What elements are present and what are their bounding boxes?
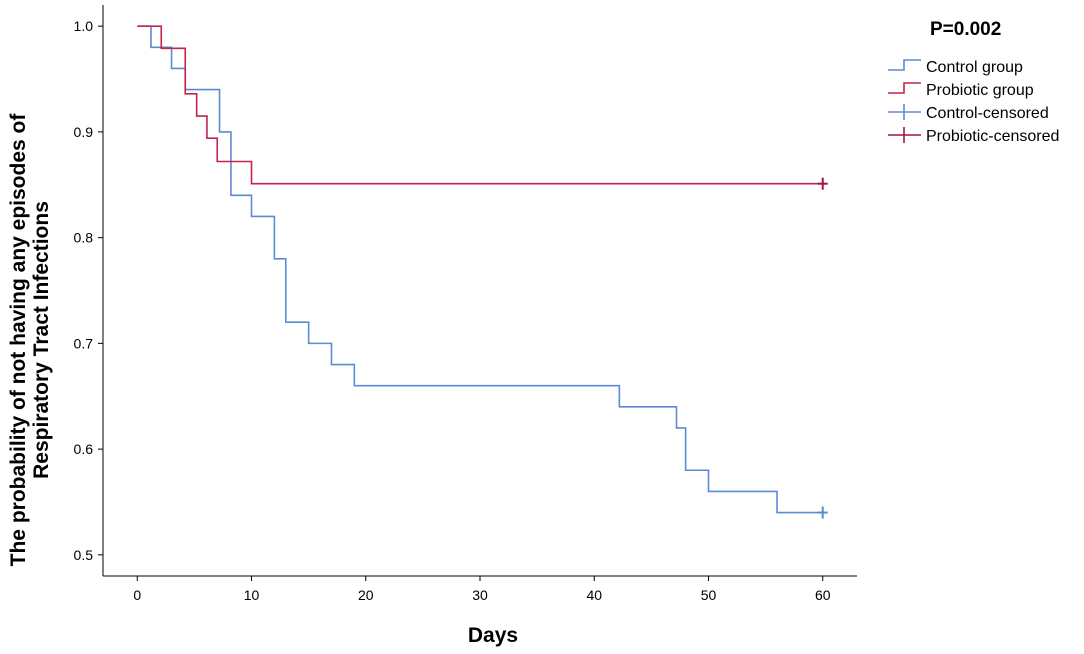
y-tick-label: 0.9 [74, 124, 94, 140]
y-axis-title-line1: The probability of not having any episod… [7, 113, 30, 567]
legend-swatch-step [888, 59, 921, 71]
legend-label: Probiotic-censored [926, 128, 1059, 145]
x-tick-label: 30 [472, 587, 488, 603]
censor-layer [817, 177, 828, 519]
control-group-line [137, 25, 823, 514]
control-censored-marker [817, 506, 828, 519]
legend-label: Control-censored [926, 105, 1049, 122]
legend-item-probiotic-group: Probiotic group [888, 82, 1034, 99]
y-tick-label: 0.8 [74, 230, 94, 246]
legend-label: Probiotic group [926, 82, 1034, 99]
x-tick-label: 40 [586, 587, 602, 603]
p-value-annotation: P=0.002 [930, 19, 1001, 40]
x-tick-label: 50 [701, 587, 717, 603]
x-axis-title: Days [468, 624, 518, 647]
legend-item-control-censored: Control-censored [888, 104, 1049, 122]
legend-swatch-step [888, 82, 921, 94]
axes [102, 5, 857, 577]
x-tick-label: 10 [244, 587, 260, 603]
probiotic-censored-marker [817, 177, 828, 190]
y-tick-label: 0.5 [74, 547, 94, 563]
legend-label: Control group [926, 59, 1023, 76]
probiotic-group-line [137, 25, 823, 185]
axis-ticks: 0 10 20 30 40 50 60 0.5 0.6 0.7 0.8 0.9 1.0 [74, 18, 831, 603]
x-tick-label: 60 [815, 587, 831, 603]
x-tick-label: 20 [358, 587, 374, 603]
y-tick-label: 0.6 [74, 441, 94, 457]
y-tick-label: 0.7 [74, 335, 94, 351]
y-tick-label: 1.0 [74, 18, 94, 34]
legend-item-control-group: Control group [888, 59, 1023, 76]
y-axis-title-line2: Respiratory Tract Infections [30, 201, 53, 479]
legend-item-probiotic-censored: Probiotic-censored [888, 127, 1059, 145]
legend: Control group Probiotic group Control-cens… [888, 59, 1059, 145]
x-tick-label: 0 [133, 587, 141, 603]
series-layer [137, 25, 823, 514]
